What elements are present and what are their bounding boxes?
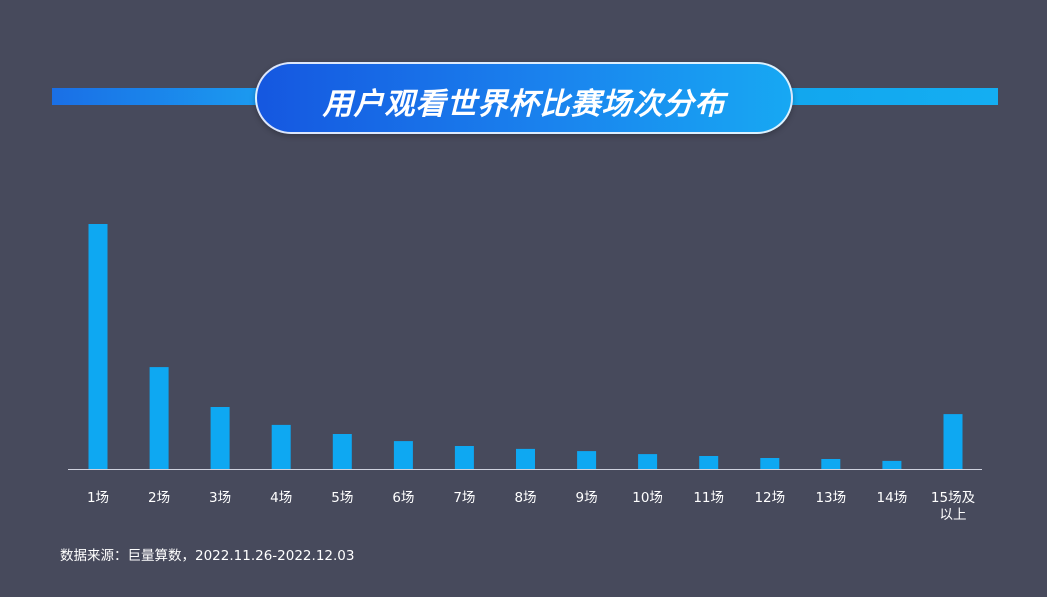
- x-tick-label-9: 9场: [576, 490, 598, 506]
- bars-group: [88, 224, 963, 469]
- bar-15: [943, 414, 963, 469]
- bar-10: [638, 454, 658, 469]
- bar-14: [882, 460, 902, 469]
- bar-5: [332, 434, 352, 469]
- x-tick-label-2: 2场: [148, 490, 170, 506]
- x-tick-label-15-line-2: 以上: [940, 507, 967, 523]
- bar-1: [88, 224, 108, 469]
- x-tick-label-8: 8场: [514, 490, 536, 506]
- bar-13: [821, 459, 841, 469]
- bar-3: [210, 407, 230, 469]
- bar-6: [393, 441, 413, 469]
- x-tick-label-13: 13场: [815, 490, 846, 506]
- x-tick-label-1: 1场: [87, 490, 109, 506]
- x-tick-label-14: 14场: [877, 490, 908, 506]
- data-source-note: 数据来源：巨量算数，2022.11.26-2022.12.03: [60, 548, 355, 564]
- bar-2: [149, 367, 169, 469]
- bar-12: [760, 458, 780, 469]
- title-band-right: [780, 88, 998, 105]
- title-band-left: [52, 88, 267, 105]
- title-pill: 用户观看世界杯比赛场次分布: [255, 62, 793, 134]
- x-tick-label-11: 11场: [693, 490, 724, 506]
- bar-7: [454, 446, 474, 469]
- x-tick-label-4: 4场: [270, 490, 292, 506]
- x-tick-label-6: 6场: [392, 490, 414, 506]
- x-tick-label-5: 5场: [331, 490, 353, 506]
- bar-8: [516, 448, 535, 469]
- x-tick-label-3: 3场: [209, 490, 231, 506]
- x-tick-label-12: 12场: [754, 490, 785, 506]
- bar-9: [577, 451, 597, 469]
- chart-title: 用户观看世界杯比赛场次分布: [322, 87, 726, 122]
- bar-4: [271, 424, 291, 469]
- x-tick-label-7: 7场: [453, 490, 475, 506]
- bar-11: [699, 456, 719, 469]
- x-tick-label-15-line-1: 15场及: [931, 490, 976, 506]
- x-tick-label-10: 10场: [632, 490, 663, 506]
